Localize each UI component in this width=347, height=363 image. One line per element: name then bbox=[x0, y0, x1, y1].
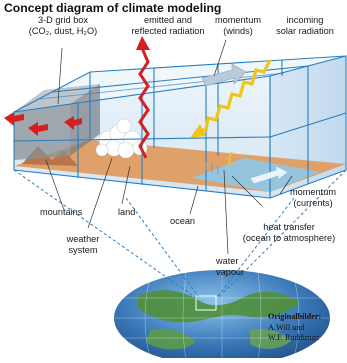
image-credit: Originalbilder: A.Will und W.F. Ruddiman bbox=[268, 312, 321, 344]
weather-label-line1: weather bbox=[66, 234, 100, 244]
leader-lines bbox=[45, 39, 293, 255]
grid-box bbox=[14, 56, 346, 198]
momentum-currents-label: momentum (currents) bbox=[283, 187, 343, 208]
heat-transfer-line1: heat transfer bbox=[263, 222, 315, 232]
credit-line2: A.Will und bbox=[268, 322, 305, 332]
momentum-currents-line2: (currents) bbox=[293, 197, 333, 208]
wind-momentum-arrow bbox=[201, 63, 247, 87]
momentum-winds-line1: momentum bbox=[215, 15, 261, 25]
credit-line1: Originalbilder: bbox=[268, 312, 322, 321]
emitted-label-line1: emitted and bbox=[143, 15, 192, 25]
emitted-radiation-label: emitted and reflected radiation bbox=[120, 15, 216, 36]
heat-transfer-line2: (ocean to atmosphere) bbox=[242, 232, 336, 243]
water-vapour-label: water vapour bbox=[216, 256, 244, 277]
incoming-solar-label: incoming solar radiation bbox=[268, 15, 342, 36]
weather-label-line2: system bbox=[68, 244, 98, 255]
incoming-label-line1: incoming bbox=[286, 15, 324, 25]
diagram-title: Concept diagram of climate modeling bbox=[4, 1, 222, 15]
ocean-patch bbox=[192, 158, 320, 192]
mountains-label: mountains bbox=[40, 207, 83, 217]
emitted-radiation-arrow bbox=[136, 36, 150, 159]
solar-radiation-arrow bbox=[190, 59, 272, 138]
credit-line3: W.F. Ruddiman bbox=[268, 333, 320, 342]
water-vapour-line1: water bbox=[216, 256, 239, 266]
exchange-arrows bbox=[4, 112, 82, 136]
grid-cell-highlight bbox=[14, 104, 70, 160]
water-vapour-line2: vapour bbox=[216, 266, 245, 277]
land-label: land bbox=[118, 207, 136, 217]
ocean-label: ocean bbox=[170, 216, 196, 226]
weather-system-label: weather system bbox=[58, 234, 108, 255]
momentum-winds-line2: (winds) bbox=[223, 25, 253, 36]
grid-box-label-line2: (CO₂, dust, H₂O) bbox=[28, 25, 98, 36]
momentum-winds-label: momentum (winds) bbox=[210, 15, 266, 36]
grid-box-label-line1: 3-D grid box bbox=[37, 15, 89, 25]
grid-box-label: 3-D grid box (CO₂, dust, H₂O) bbox=[22, 15, 104, 36]
incoming-label-line2: solar radiation bbox=[276, 25, 334, 36]
projection-lines bbox=[13, 169, 347, 299]
ocean-current-arrows bbox=[205, 151, 289, 185]
earth-globe bbox=[114, 270, 330, 363]
emitted-label-line2: reflected radiation bbox=[131, 25, 205, 36]
momentum-currents-line1: momentum bbox=[290, 187, 336, 197]
heat-transfer-label: heat transfer (ocean to atmosphere) bbox=[233, 222, 345, 243]
